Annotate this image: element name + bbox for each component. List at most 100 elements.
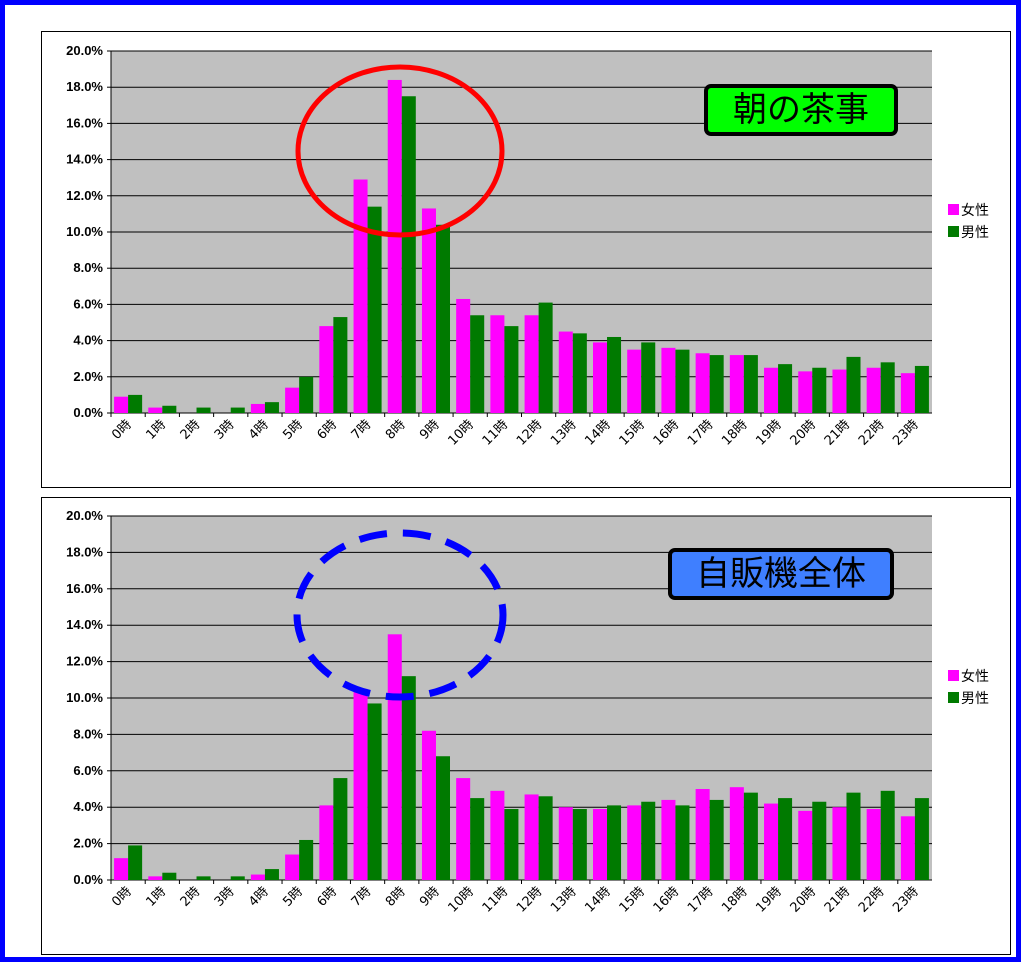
- bar-female: [148, 876, 163, 880]
- y-tick-label: 8.0%: [73, 260, 103, 275]
- y-tick-label: 18.0%: [66, 79, 103, 94]
- x-tick-label: 12時: [514, 417, 545, 448]
- y-tick-label: 10.0%: [66, 690, 103, 705]
- y-tick-label: 6.0%: [73, 763, 103, 778]
- bar-female: [866, 809, 881, 880]
- y-tick-label: 20.0%: [66, 43, 103, 58]
- bar-female: [524, 794, 539, 880]
- bar-female: [456, 778, 471, 880]
- y-tick-label: 10.0%: [66, 224, 103, 239]
- bar-female: [695, 789, 710, 880]
- x-tick-label: 10時: [446, 417, 477, 448]
- legend-swatch-female: [948, 670, 959, 681]
- bar-male: [641, 342, 656, 413]
- bar-female: [250, 874, 265, 880]
- bar-female: [524, 315, 539, 413]
- bar-female: [627, 805, 642, 880]
- bar-female: [490, 790, 505, 880]
- chart-1-label: 朝の茶事: [704, 84, 898, 136]
- x-tick-label: 17時: [685, 884, 716, 915]
- y-tick-label: 6.0%: [73, 296, 103, 311]
- bar-female: [114, 396, 129, 413]
- bar-male: [504, 326, 519, 413]
- bar-female: [285, 387, 300, 413]
- y-tick-label: 2.0%: [73, 369, 103, 384]
- bar-female: [764, 367, 779, 413]
- legend-label: 女性: [961, 202, 989, 219]
- chart-panel-1: 0.0% 2.0% 4.0% 6.0% 8.0% 10.0% 12.0% 14.0% 16.0%…: [41, 31, 1011, 488]
- bar-male: [572, 333, 587, 413]
- x-tick-label: 3時: [212, 417, 238, 443]
- x-tick-label: 18時: [719, 884, 750, 915]
- bar-female: [319, 805, 334, 880]
- x-tick-label: 11時: [480, 417, 511, 448]
- x-tick-label: 16時: [651, 417, 682, 448]
- bar-male: [401, 676, 416, 880]
- bar-female: [387, 634, 402, 880]
- bar-male: [333, 317, 348, 413]
- x-tick-label: 1時: [143, 417, 169, 443]
- bar-male: [914, 798, 929, 880]
- x-tick-label: 19時: [753, 884, 784, 915]
- bar-male: [367, 206, 382, 413]
- x-tick-label: 10時: [446, 884, 477, 915]
- x-tick-label: 15時: [617, 417, 648, 448]
- bar-female: [627, 349, 642, 413]
- bar-male: [367, 703, 382, 880]
- bar-female: [798, 810, 813, 880]
- highlight-ellipse: [295, 64, 505, 238]
- bar-male: [230, 876, 245, 880]
- bar-female: [490, 315, 505, 413]
- bar-male: [299, 376, 314, 413]
- bar-male: [880, 362, 895, 413]
- x-tick-label: 5時: [280, 884, 306, 910]
- bar-male: [470, 315, 485, 413]
- bar-female: [387, 79, 402, 414]
- x-tick-label: 8時: [383, 417, 409, 443]
- bar-female: [421, 208, 436, 413]
- legend-swatch-male: [948, 226, 959, 237]
- x-tick-label: 2時: [178, 417, 204, 443]
- x-tick-label: 11時: [480, 884, 511, 915]
- bar-male: [196, 407, 211, 413]
- bar-male: [846, 792, 861, 880]
- bar-female: [764, 803, 779, 880]
- bar-female: [592, 342, 608, 413]
- bar-female: [729, 787, 744, 880]
- bar-male: [299, 839, 314, 880]
- x-tick-label: 7時: [349, 884, 375, 910]
- bar-male: [230, 407, 245, 413]
- x-tick-label: 0時: [109, 884, 135, 910]
- bar-male: [743, 792, 758, 880]
- bar-female: [729, 355, 744, 413]
- bar-male: [778, 798, 793, 880]
- x-tick-label: 1時: [143, 884, 169, 910]
- y-tick-label: 18.0%: [66, 544, 103, 559]
- y-tick-label: 16.0%: [66, 115, 103, 130]
- x-tick-label: 8時: [383, 884, 409, 910]
- bar-female: [900, 816, 915, 880]
- bar-male: [196, 876, 211, 880]
- x-tick-label: 3時: [212, 884, 238, 910]
- bar-female: [832, 807, 847, 880]
- bar-male: [812, 801, 827, 880]
- legend-label: 女性: [961, 668, 989, 685]
- bar-male: [264, 869, 279, 880]
- bar-female: [114, 858, 129, 880]
- bar-male: [538, 302, 553, 413]
- y-tick-label: 8.0%: [73, 726, 103, 741]
- x-tick-label: 22時: [856, 417, 887, 448]
- bar-female: [148, 407, 163, 413]
- x-tick-label: 9時: [417, 417, 443, 443]
- x-tick-label: 4時: [246, 417, 272, 443]
- x-tick-label: 19時: [753, 417, 784, 448]
- x-tick-label: 14時: [582, 417, 613, 448]
- bar-female: [353, 179, 368, 413]
- bar-male: [709, 799, 724, 880]
- bar-female: [456, 298, 471, 413]
- y-tick-label: 2.0%: [73, 836, 103, 851]
- bar-male: [641, 801, 656, 880]
- x-tick-label: 13時: [548, 417, 579, 448]
